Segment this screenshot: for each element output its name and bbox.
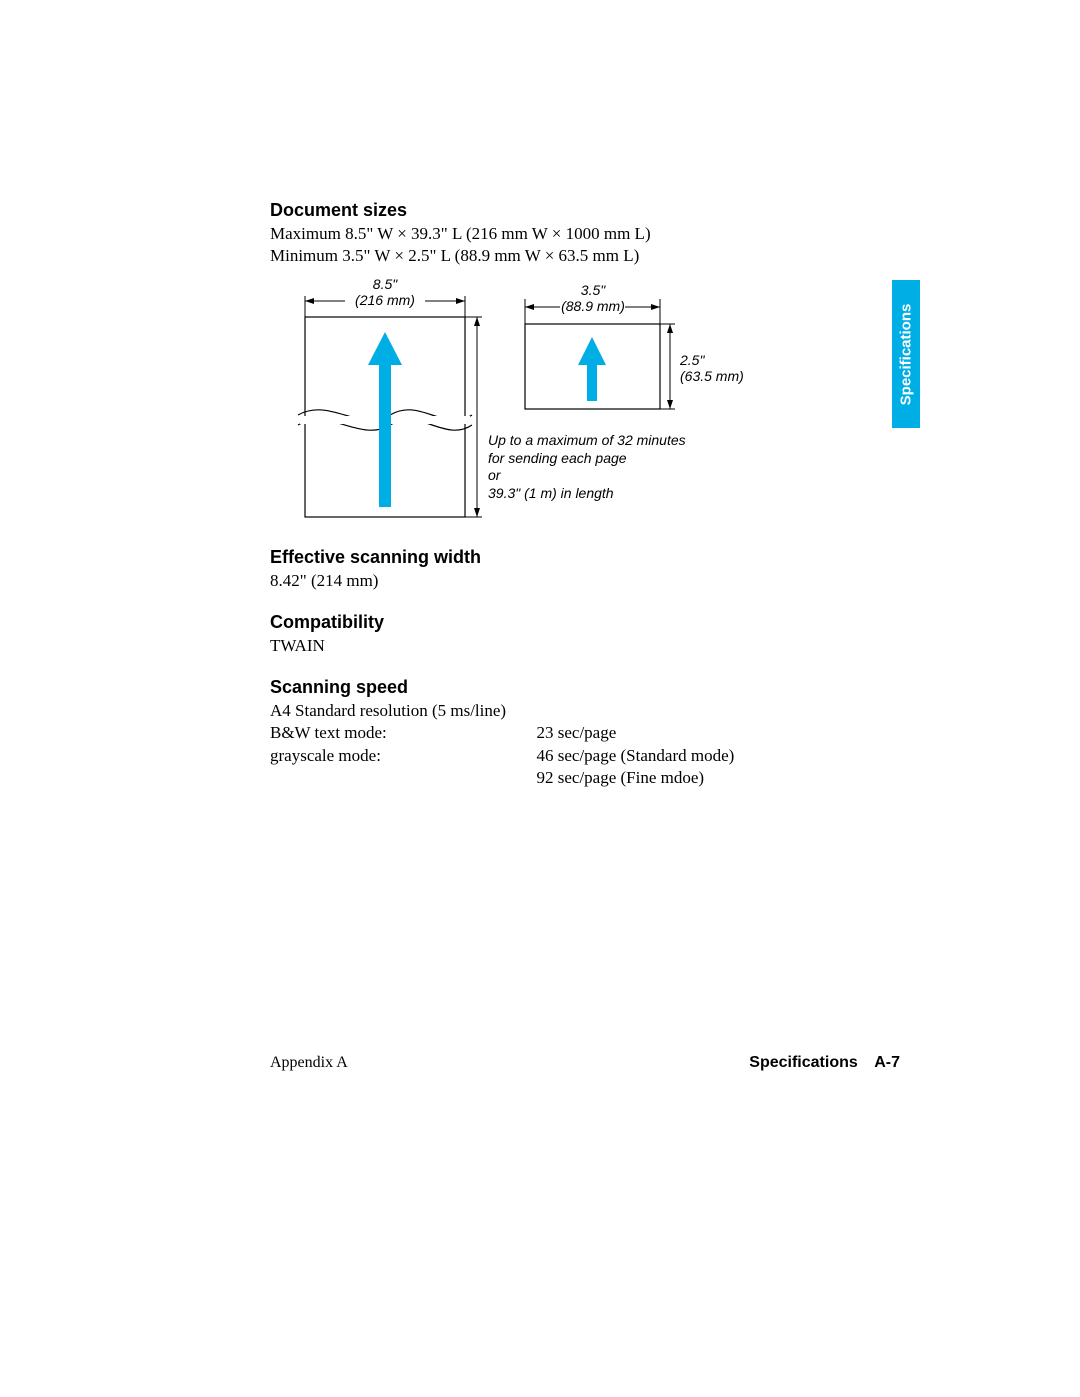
diagram-note: Up to a maximum of 32 minutes for sendin… xyxy=(488,432,686,502)
effective-scanning-value: 8.42" (214 mm) xyxy=(270,570,870,592)
doc-sizes-min: Minimum 3.5" W × 2.5" L (88.9 mm W × 63.… xyxy=(270,245,870,267)
big-width-label: 8.5" (216 mm) xyxy=(348,277,422,308)
heading-compatibility: Compatibility xyxy=(270,612,870,633)
heading-document-sizes: Document sizes xyxy=(270,200,870,221)
bw-mode-label: B&W text mode: xyxy=(270,722,523,744)
bw-mode-value: 23 sec/page xyxy=(537,722,871,744)
document-size-diagram: 8.5" (216 mm) 3.5" (88.9 mm) 2.5" (63.5 … xyxy=(270,277,790,527)
big-width-mm: (216 mm) xyxy=(355,292,415,308)
footer-right: Specifications A-7 xyxy=(749,1054,900,1072)
side-tab: Specifications xyxy=(892,280,920,428)
page-content: Document sizes Maximum 8.5" W × 39.3" L … xyxy=(270,200,870,809)
compatibility-value: TWAIN xyxy=(270,635,870,657)
small-width-mm: (88.9 mm) xyxy=(561,298,625,314)
big-width-inch: 8.5" xyxy=(373,276,397,292)
side-tab-label: Specifications xyxy=(898,303,915,405)
section-effective-scanning: Effective scanning width 8.42" (214 mm) xyxy=(270,547,870,592)
page-footer: Appendix A Specifications A-7 xyxy=(270,1054,900,1072)
scanning-speed-table: B&W text mode: 23 sec/page grayscale mod… xyxy=(270,722,870,788)
section-scanning-speed: Scanning speed A4 Standard resolution (5… xyxy=(270,677,870,788)
small-width-inch: 3.5" xyxy=(581,282,605,298)
footer-page: A-7 xyxy=(874,1054,900,1071)
small-height-mm: (63.5 mm) xyxy=(680,368,744,384)
doc-sizes-max: Maximum 8.5" W × 39.3" L (216 mm W × 100… xyxy=(270,223,870,245)
gray-mode-fine: 92 sec/page (Fine mdoe) xyxy=(537,767,871,789)
gray-mode-value: 46 sec/page (Standard mode) xyxy=(537,745,871,767)
scanning-speed-resolution: A4 Standard resolution (5 ms/line) xyxy=(270,700,870,722)
small-width-label: 3.5" (88.9 mm) xyxy=(558,283,628,314)
gray-mode-label: grayscale mode: xyxy=(270,745,523,767)
section-document-sizes: Document sizes Maximum 8.5" W × 39.3" L … xyxy=(270,200,870,527)
small-height-inch: 2.5" xyxy=(680,352,704,368)
heading-effective-scanning: Effective scanning width xyxy=(270,547,870,568)
note-1: Up to a maximum of 32 minutes xyxy=(488,432,686,448)
gray-mode-blank xyxy=(270,767,523,789)
footer-appendix: Appendix A xyxy=(270,1054,348,1072)
footer-section: Specifications xyxy=(749,1054,857,1071)
small-height-label: 2.5" (63.5 mm) xyxy=(680,353,744,384)
note-2: for sending each page xyxy=(488,450,627,466)
heading-scanning-speed: Scanning speed xyxy=(270,677,870,698)
section-compatibility: Compatibility TWAIN xyxy=(270,612,870,657)
note-3: or xyxy=(488,467,500,483)
note-4: 39.3" (1 m) in length xyxy=(488,485,614,501)
